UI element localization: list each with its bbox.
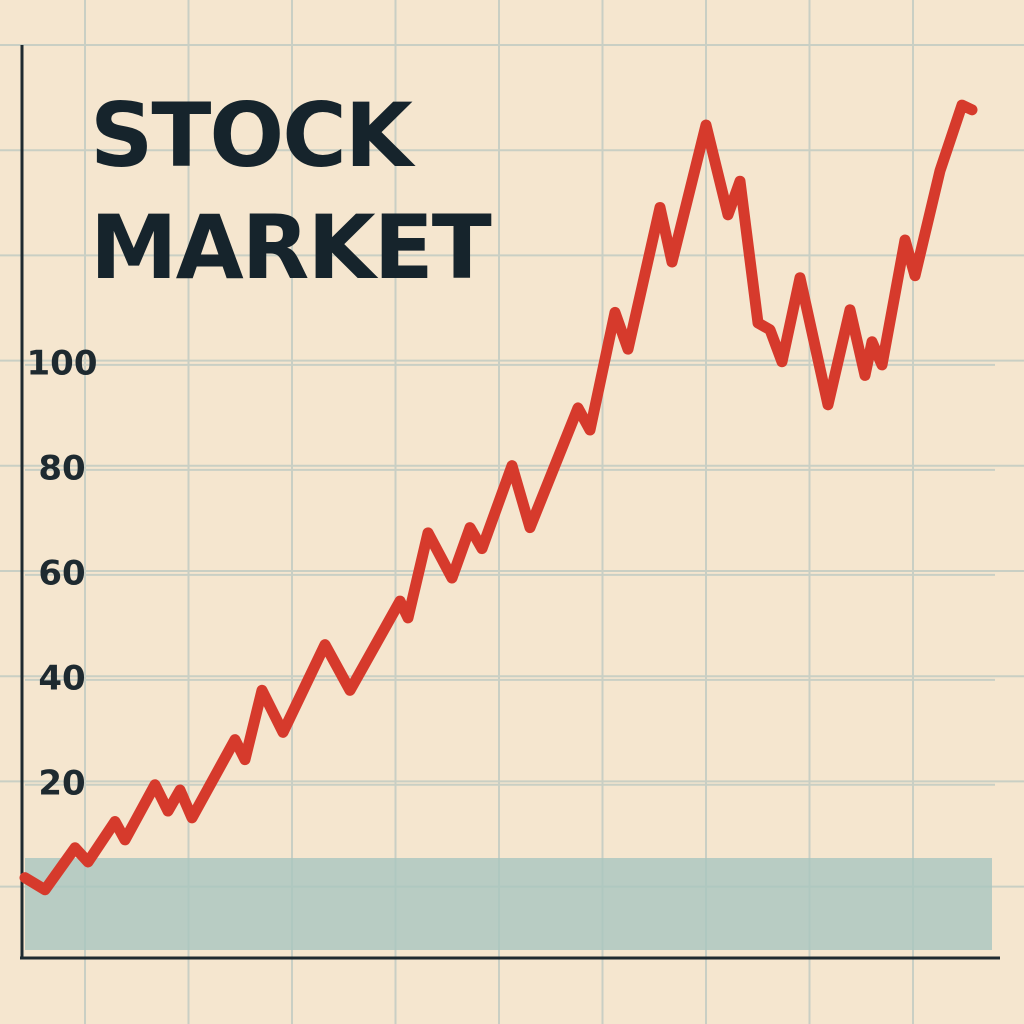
y-tick-label: 80 [38,448,85,488]
chart-title: STOCK MARKET [90,84,492,299]
y-tick-label: 20 [38,763,85,803]
y-tick-label: 40 [38,658,85,698]
shaded-band [25,858,992,950]
y-tick-label: 100 [27,343,98,383]
line-series [19,99,978,896]
y-tick-label: 60 [38,553,85,593]
